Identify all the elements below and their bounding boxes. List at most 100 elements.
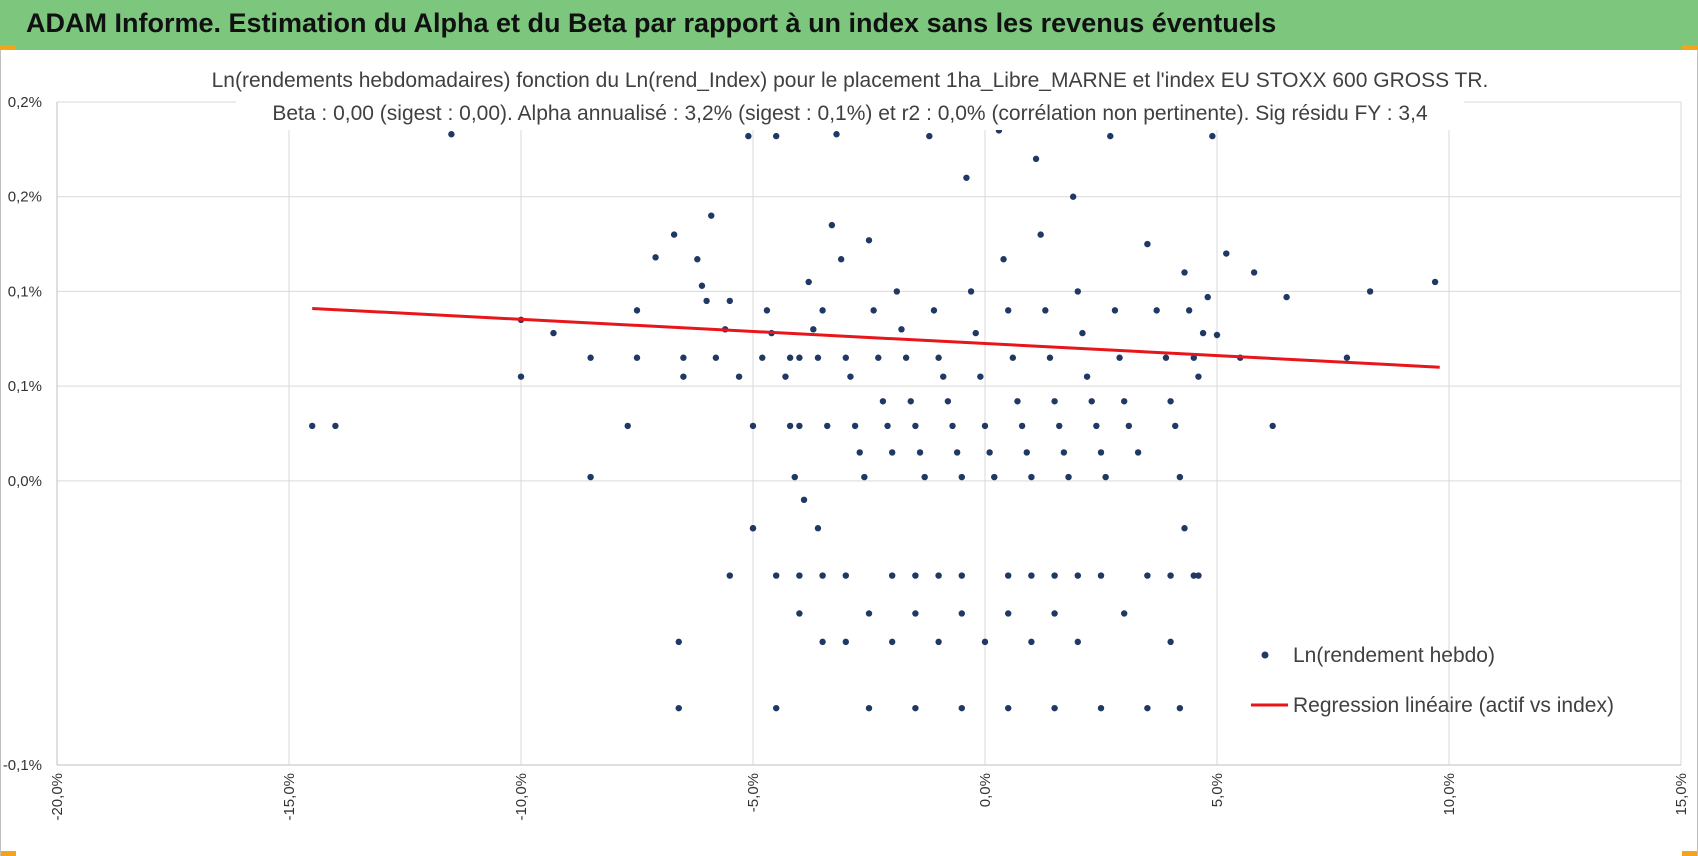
scatter-point: [670, 231, 678, 238]
scatter-point: [1269, 422, 1276, 430]
scatter-point: [981, 638, 989, 646]
scatter-point: [1111, 307, 1119, 314]
scatter-point: [1144, 572, 1151, 579]
y-tick-label: 0,1%: [8, 283, 42, 300]
chart-area: -20,0% -15,0% -10,0% -5,0% 0,0% 5,0% 10,0% 15,0…: [0, 50, 1698, 856]
scatter-point: [1065, 473, 1072, 481]
scatter-point: [1042, 307, 1049, 314]
scatter-point: [865, 237, 873, 244]
scatter-point: [1083, 373, 1091, 380]
scatter-point: [773, 704, 780, 712]
scatter-point: [967, 288, 975, 295]
scatter-point: [944, 398, 952, 405]
y-tick-label: 0,1%: [8, 378, 42, 395]
scatter-point: [865, 610, 873, 617]
scatter-point: [698, 282, 706, 289]
scatter-chart: -20,0% -15,0% -10,0% -5,0% 0,0% 5,0% 10,0% 15,0…: [3, 64, 1690, 821]
scatter-point: [448, 131, 455, 138]
scatter-point: [800, 496, 808, 503]
scatter-point: [958, 704, 965, 712]
scatter-point: [1107, 132, 1114, 140]
scatter-point: [1176, 704, 1184, 712]
scatter-point: [1014, 398, 1021, 405]
y-tick-label: 0,0%: [8, 473, 42, 490]
scatter-point: [1195, 373, 1202, 380]
report-header: ADAM Informe. Estimation du Alpha et du …: [0, 0, 1698, 50]
scatter-point: [1167, 398, 1174, 405]
corner-marker-bottom-left: [0, 851, 16, 856]
scatter-point: [1116, 354, 1123, 361]
scatter-point: [1431, 278, 1439, 286]
scatter-point: [749, 422, 757, 430]
scatter-point: [1185, 307, 1193, 314]
scatter-point: [847, 373, 854, 380]
scatter-point: [1088, 398, 1095, 405]
scatter-point: [796, 422, 803, 430]
scatter-point: [1209, 132, 1216, 140]
scatter-point: [1162, 354, 1170, 361]
scatter-point: [842, 638, 849, 646]
scatter-point: [1195, 572, 1202, 579]
scatter-point: [1060, 449, 1068, 456]
scatter-point: [921, 473, 928, 481]
scatter-point: [786, 422, 794, 430]
scatter-point: [912, 704, 919, 712]
y-tick-label: 0,2%: [8, 94, 42, 111]
scatter-point: [889, 572, 896, 579]
y-tick-label: 0,2%: [8, 189, 42, 206]
regression-line: [312, 306, 1440, 369]
scatter-point: [1051, 610, 1058, 617]
scatter-point: [889, 449, 896, 456]
scatter-point: [1199, 329, 1207, 337]
scatter-point: [986, 449, 993, 456]
scatter-point: [1181, 269, 1188, 276]
scatter-point: [1023, 449, 1030, 456]
scatter-point: [791, 473, 798, 481]
scatter-point: [814, 525, 822, 532]
scatter-point: [856, 449, 863, 456]
scatter-point: [1097, 572, 1105, 579]
report-title: ADAM Informe. Estimation du Alpha et du …: [26, 8, 1277, 38]
scatter-point: [953, 449, 961, 456]
scatter-point: [902, 354, 910, 361]
scatter-point: [1190, 572, 1198, 579]
scatter-point: [1009, 354, 1017, 361]
scatter-point: [842, 354, 849, 361]
scatter-point: [624, 422, 631, 430]
scatter-point: [1005, 572, 1012, 579]
scatter-point: [1051, 398, 1058, 405]
scatter-point: [926, 132, 933, 140]
y-tick-label: -0,1%: [3, 757, 42, 774]
scatter-point: [842, 572, 849, 579]
scatter-point: [517, 373, 525, 380]
scatter-point: [930, 307, 938, 314]
scatter-point: [759, 354, 766, 361]
scatter-point: [977, 373, 984, 380]
scatter-point: [1093, 422, 1100, 430]
scatter-point: [1097, 449, 1105, 456]
scatter-point: [782, 373, 789, 380]
scatter-point: [1121, 610, 1128, 617]
x-tick-label: -20,0%: [49, 773, 66, 821]
scatter-point: [796, 354, 803, 361]
scatter-point: [898, 326, 905, 333]
axes: -20,0% -15,0% -10,0% -5,0% 0,0% 5,0% 10,0% 15,0…: [3, 94, 1690, 821]
scatter-point: [861, 473, 868, 481]
scatter-point: [550, 329, 557, 337]
scatter-point: [991, 473, 998, 481]
scatter-point: [1046, 354, 1054, 361]
scatter-point: [1144, 704, 1151, 712]
scatter-point: [935, 354, 942, 361]
scatter-point: [1250, 269, 1258, 276]
scatter-point: [958, 610, 965, 617]
chart-title-line2: Beta : 0,00 (sigest : 0,00). Alpha annua…: [272, 102, 1428, 125]
scatter-point: [916, 449, 924, 456]
scatter-point: [1069, 193, 1077, 200]
scatter-point: [1125, 422, 1133, 430]
scatter-point: [1121, 398, 1128, 405]
scatter-point: [786, 354, 794, 361]
scatter-point: [694, 256, 701, 263]
scatter-point: [726, 297, 733, 305]
scatter-point: [726, 572, 733, 579]
scatter-point: [708, 212, 715, 219]
